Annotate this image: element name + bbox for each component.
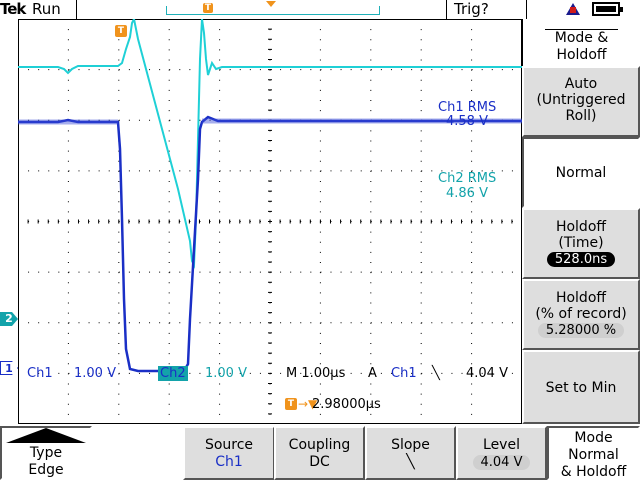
- trigger-point-marker: T: [115, 25, 127, 39]
- alert-icon: [566, 3, 580, 15]
- ch2-waveform: [18, 19, 522, 269]
- brand-logo: Tek: [0, 0, 26, 18]
- delay-arrow-icon: →▼: [298, 397, 318, 411]
- title-underline: [545, 29, 618, 30]
- auto-mode-button[interactable]: Auto (Untriggered Roll): [522, 66, 640, 137]
- title-line: Holdoff: [556, 47, 607, 63]
- trigger-position-marker[interactable]: T: [203, 3, 213, 15]
- button-label: Holdoff: [555, 219, 607, 235]
- button-label: Slope: [391, 437, 430, 453]
- normal-mode-button[interactable]: Normal: [522, 137, 640, 208]
- button-label: Roll): [565, 108, 597, 124]
- button-value: DC: [309, 454, 330, 470]
- ch1-noise-band: [18, 118, 522, 125]
- button-value: 4.04 V: [472, 455, 531, 470]
- trigger-level-button[interactable]: Level 4.04 V: [456, 426, 547, 480]
- waveform-display[interactable]: T Ch1 RMS 4.58 V Ch2 RMS 4.86 V: [18, 19, 522, 424]
- trigger-source-button[interactable]: Source Ch1: [183, 426, 275, 480]
- set-to-min-button[interactable]: Set to Min: [522, 350, 640, 424]
- button-value: & Holdoff: [560, 464, 627, 480]
- ch2-rms-label: Ch2 RMS: [438, 171, 497, 186]
- holdoff-percent-button[interactable]: Holdoff (% of record) 5.28000 %: [522, 279, 640, 350]
- trigger-source-readout: Ch1: [391, 366, 417, 381]
- ch1-label: Ch1: [27, 366, 53, 381]
- trigger-type-button[interactable]: Type Edge: [0, 426, 92, 480]
- trigger-level-readout: 4.04 V: [466, 366, 508, 381]
- side-menu-title: Mode & Holdoff: [522, 19, 640, 66]
- slope-icon: ╲: [406, 454, 415, 470]
- ch1-ground-marker[interactable]: 1: [0, 361, 18, 375]
- button-label: Mode: [574, 430, 613, 446]
- trigger-position-icon: T: [203, 3, 213, 13]
- ch1-rms-value: 4.58 V: [446, 114, 488, 129]
- holdoff-time-button[interactable]: Holdoff (Time) 528.0ns: [522, 208, 640, 279]
- button-label: Type: [29, 445, 63, 461]
- holdoff-time-value: 528.0ns: [546, 252, 616, 267]
- ch2-rms-value: 4.86 V: [446, 186, 488, 201]
- trigger-slope-button[interactable]: Slope ╲: [365, 426, 456, 480]
- button-label: Source: [204, 437, 254, 453]
- ch1-rms-label: Ch1 RMS: [438, 100, 497, 115]
- button-label: Coupling: [288, 437, 351, 453]
- trigger-icon: T: [115, 25, 127, 37]
- battery-icon: [592, 2, 623, 16]
- ch2-scale: 1.00 V: [205, 366, 247, 381]
- button-label: Set to Min: [545, 380, 617, 396]
- graticule-svg: [18, 19, 522, 424]
- divider: [526, 0, 527, 19]
- trigger-coupling-button[interactable]: Coupling DC: [274, 426, 365, 480]
- record-view-bar: [166, 6, 380, 15]
- button-label: Auto: [564, 76, 598, 92]
- slope-icon: ╲: [432, 366, 440, 381]
- title-line: Mode &: [554, 30, 609, 46]
- button-label: (Untriggered: [536, 92, 626, 108]
- button-value: Normal: [568, 447, 619, 463]
- ch2-ground-marker[interactable]: 2: [0, 312, 18, 326]
- button-label: (% of record): [535, 306, 627, 322]
- divider: [76, 0, 77, 19]
- holdoff-percent-value: 5.28000 %: [537, 323, 625, 338]
- button-value: Ch1: [215, 454, 243, 470]
- trigger-mode-readout: A: [368, 366, 377, 381]
- menu-tab-indicator: [6, 428, 86, 443]
- delay-trigger-icon: T: [285, 398, 297, 410]
- button-label: (Time): [558, 235, 604, 251]
- button-value: Edge: [28, 462, 64, 478]
- divider: [446, 0, 447, 19]
- ch2-label: Ch2: [158, 366, 188, 381]
- side-menu: Mode & Holdoff Auto (Untriggered Roll) N…: [522, 19, 640, 424]
- ch1-scale: 1.00 V: [74, 366, 116, 381]
- graticule-grid: [18, 19, 522, 424]
- acquisition-state: Run: [32, 0, 61, 18]
- mode-holdoff-button[interactable]: Mode Normal & Holdoff: [547, 426, 640, 480]
- expansion-point-marker: [266, 1, 276, 7]
- status-bar: Tek Run Trig?: [0, 0, 640, 19]
- bottom-menu: Type Edge Source Ch1 Coupling DC Slope ╲…: [0, 424, 640, 480]
- horizontal-delay: 2.98000µs: [312, 397, 381, 412]
- button-label: Level: [483, 437, 520, 453]
- ch1-waveform: [18, 115, 522, 373]
- button-label: Holdoff: [555, 290, 607, 306]
- horizontal-scale: M 1.00µs: [286, 366, 346, 381]
- button-label: Normal: [555, 165, 607, 181]
- trigger-status: Trig?: [454, 0, 489, 18]
